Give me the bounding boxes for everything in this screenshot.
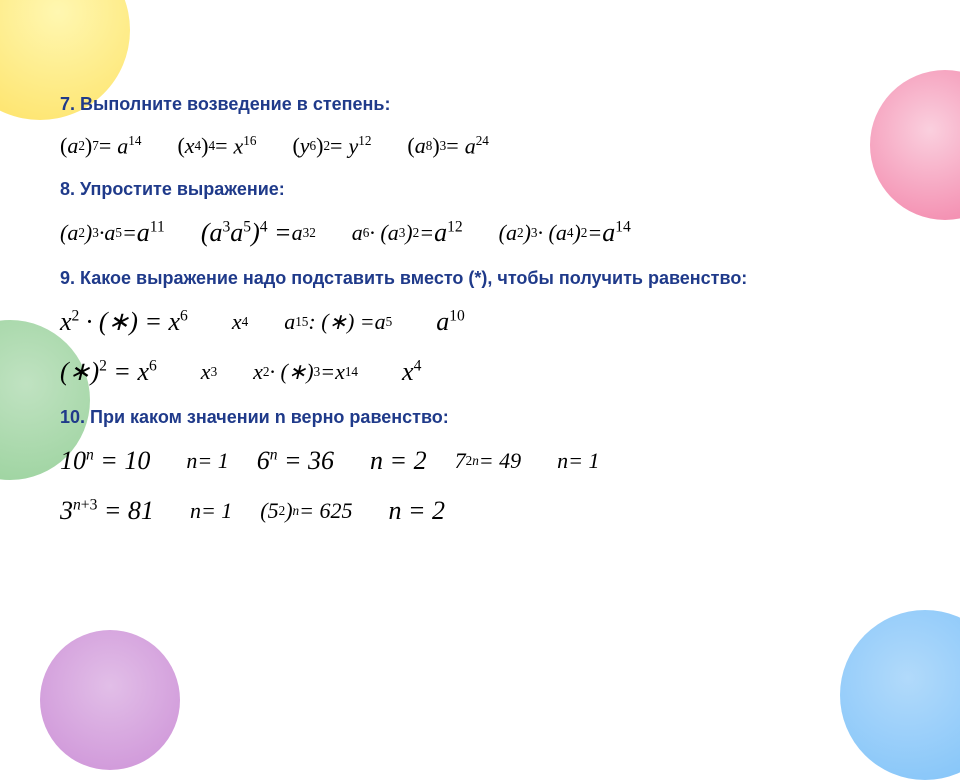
equation: a15 : (∗) = a5 [284,309,392,335]
equation: x2 · (∗) = x6 [60,307,188,337]
answer: x4 [232,309,248,335]
section-9-title: 9. Какое выражение надо подставить вмест… [60,268,910,289]
equation: x2 · (∗)3 = x14 [253,359,358,385]
section-10-row2: 3n+3 = 81 n = 1 (52)n = 625 n = 2 [60,496,910,526]
section-8-row: (a2)3 · a5 = a11 (a3a5)4 = a32 a6 · (a3)2 … [60,218,910,248]
section-7-title: 7. Выполните возведение в степень: [60,94,910,115]
section-10-title: 10. При каком значении n верно равенство… [60,407,910,428]
section-10-row1: 10n = 10 n = 1 6n = 36 n = 2 72n = 49 n = 1 [60,446,910,476]
equation: (∗)2 = x6 [60,357,157,387]
answer: n = 1 [186,448,228,474]
decor-circle [40,630,180,770]
equation: (52)n = 625 [260,498,352,524]
equation: 10n = 10 [60,446,150,476]
power-expression: (a2)7 = a14 [60,133,141,159]
answer: x4 [402,357,421,387]
power-expression: (x4)4 = x16 [177,133,256,159]
section-8-title: 8. Упростите выражение: [60,179,910,200]
simplify-expression: (a3a5)4 = a32 [201,218,316,248]
answer: a10 [436,307,465,337]
answer: n = 2 [389,496,446,526]
equation: 6n = 36 [257,446,334,476]
power-expression: (a8)3 = a24 [407,133,488,159]
decor-circle [840,610,960,780]
answer: n = 1 [190,498,232,524]
simplify-expression: a6 · (a3)2 = a12 [352,218,463,248]
section-9-row2: (∗)2 = x6 x3 x2 · (∗)3 = x14 x4 [60,357,910,387]
section-7-row: (a2)7 = a14 (x4)4 = x16 (y6)2 = y12 (a8)3 =… [60,133,910,159]
simplify-expression: (a2)3 · (a4)2 = a14 [499,218,631,248]
equation: 72n = 49 [455,448,522,474]
equation: 3n+3 = 81 [60,496,154,526]
section-9-row1: x2 · (∗) = x6 x4 a15 : (∗) = a5 a10 [60,307,910,337]
answer: x3 [201,359,217,385]
answer: n = 2 [370,446,427,476]
answer: n = 1 [557,448,599,474]
power-expression: (y6)2 = y12 [292,133,371,159]
slide-content: 7. Выполните возведение в степень: (a2)7… [0,0,960,566]
simplify-expression: (a2)3 · a5 = a11 [60,218,165,248]
